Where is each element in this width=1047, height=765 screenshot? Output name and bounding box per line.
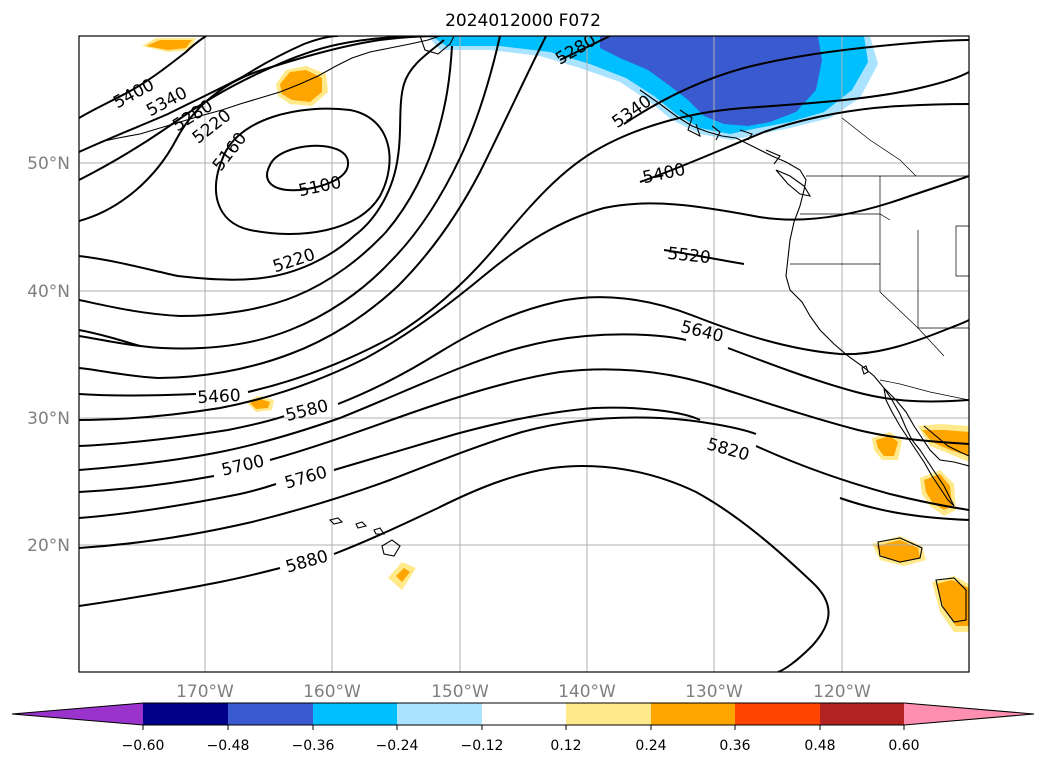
contour-5400 bbox=[79, 36, 969, 379]
lon-label: 170°W bbox=[176, 682, 234, 702]
colorbar-segment bbox=[143, 703, 228, 725]
lon-label: 120°W bbox=[813, 682, 871, 702]
map-panel: 5400 5340 5280 5220 5160 5100 5220 5280 … bbox=[79, 36, 969, 672]
colorbar: −0.60 −0.48 −0.36 −0.24 −0.12 0.12 0.24 … bbox=[11, 702, 1035, 754]
colorbar-extend-max bbox=[904, 703, 1034, 725]
alaska-coast-detail bbox=[419, 36, 455, 55]
lon-label: 150°W bbox=[431, 682, 489, 702]
graticule bbox=[79, 36, 969, 672]
positive-patch-orange bbox=[396, 568, 410, 582]
alaska-aleutian-coast bbox=[99, 36, 441, 143]
colorbar-tick-label: 0.60 bbox=[888, 738, 919, 754]
colorbar-tick-label: −0.60 bbox=[122, 738, 165, 754]
hawaii-islands bbox=[328, 517, 401, 557]
height-contours bbox=[79, 36, 969, 672]
contour-5820 bbox=[79, 416, 969, 549]
vancouver-island bbox=[775, 169, 812, 197]
colorbar-segment bbox=[820, 703, 904, 725]
positive-patch-orange bbox=[250, 399, 270, 409]
map-frame bbox=[78, 35, 970, 673]
colorbar-tick-label: −0.12 bbox=[461, 738, 504, 754]
contour-label: 5460 bbox=[197, 386, 241, 408]
contour-5100 bbox=[266, 144, 350, 192]
colorbar-tick-label: 0.12 bbox=[550, 738, 581, 754]
positive-patch-orange bbox=[876, 436, 898, 456]
longitude-labels: 170°W 160°W 150°W 140°W 130°W 120°W bbox=[176, 682, 871, 702]
idaho-border bbox=[955, 225, 969, 277]
positive-patch-orange bbox=[280, 70, 322, 102]
us-west-coast bbox=[785, 189, 969, 467]
contour-5340 bbox=[79, 36, 969, 350]
mexico-coast bbox=[923, 425, 969, 457]
colorbar-segment bbox=[735, 703, 820, 725]
contour-5880 bbox=[79, 465, 830, 672]
baja-california bbox=[883, 387, 955, 507]
colorbar-segment bbox=[313, 703, 397, 725]
latitude-labels: 50°N 40°N 30°N 20°N bbox=[27, 154, 70, 556]
contour-5760 bbox=[79, 406, 969, 519]
bc-alberta-border bbox=[841, 117, 917, 177]
us-mexico-border bbox=[879, 379, 969, 401]
positive-patch-orange bbox=[936, 580, 969, 626]
colorbar-segment bbox=[228, 703, 313, 725]
figure-title: 2024012000 F072 bbox=[445, 11, 601, 31]
contour-5700 bbox=[79, 368, 969, 493]
colorbar-ticks bbox=[142, 725, 905, 730]
colorbar-segment bbox=[651, 703, 735, 725]
lon-label: 130°W bbox=[685, 682, 743, 702]
contour-5640 bbox=[79, 333, 969, 471]
colorbar-tick-label: 0.24 bbox=[635, 738, 666, 754]
contour-5520 bbox=[79, 175, 969, 421]
bc-islands bbox=[679, 109, 781, 165]
lat-label: 40°N bbox=[27, 282, 70, 302]
guadalupe-isle bbox=[861, 365, 869, 375]
colorbar-segment bbox=[482, 703, 566, 725]
mexico-islands bbox=[877, 537, 967, 623]
colorbar-segment bbox=[397, 703, 482, 725]
contour-5280 bbox=[79, 36, 611, 317]
negative-region-royal bbox=[600, 36, 822, 126]
shaded-field bbox=[142, 36, 969, 632]
contour-5460 bbox=[79, 71, 969, 397]
lon-label: 160°W bbox=[303, 682, 361, 702]
contour-5580 bbox=[79, 296, 969, 447]
positive-patch-orange bbox=[146, 40, 192, 50]
lat-label: 30°N bbox=[27, 409, 70, 429]
colorbar-tick-label: 0.36 bbox=[719, 738, 750, 754]
colorbar-segment bbox=[566, 703, 651, 725]
ca-nv-border bbox=[879, 264, 945, 357]
colorbar-tick-label: −0.36 bbox=[292, 738, 335, 754]
lat-label: 20°N bbox=[27, 536, 70, 556]
colorbar-tick-label: −0.24 bbox=[376, 738, 419, 754]
contour-5160 bbox=[215, 107, 391, 235]
colorbar-extend-min bbox=[12, 703, 143, 725]
lon-label: 140°W bbox=[558, 682, 616, 702]
contour-5220 bbox=[79, 36, 445, 281]
contour-label: 5520 bbox=[666, 244, 711, 268]
positive-patch-orange bbox=[924, 474, 952, 510]
political-borders bbox=[790, 117, 969, 401]
colorbar-tick-label: −0.48 bbox=[207, 738, 250, 754]
colorbar-tick-label: 0.48 bbox=[804, 738, 835, 754]
lat-label: 50°N bbox=[27, 154, 70, 174]
